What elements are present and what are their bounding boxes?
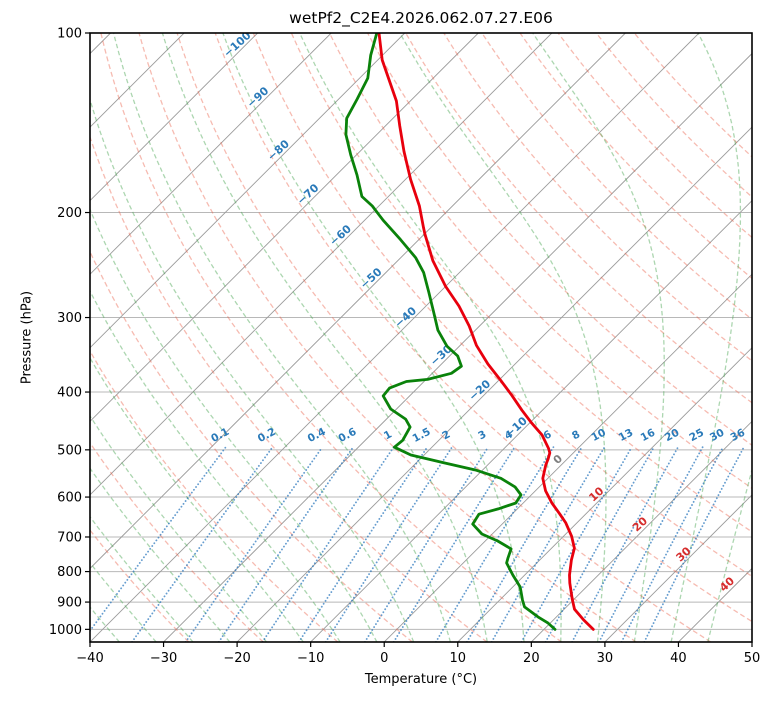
x-tick-label: −40 <box>76 651 103 666</box>
mixing-ratio-label: 3 <box>476 428 488 442</box>
x-tick-label: 10 <box>450 651 467 666</box>
axis-ticks <box>85 32 753 647</box>
mixing-ratio-label: 0.6 <box>336 426 358 445</box>
y-tick-label: 1000 <box>49 623 82 638</box>
y-tick-label: 800 <box>57 565 82 580</box>
mixing-ratio-label: 10 <box>589 427 608 444</box>
isotherm-label: 20 <box>630 514 650 534</box>
x-tick-label: −10 <box>297 651 324 666</box>
moist-adiabat-lines <box>90 33 752 642</box>
mixing-ratio-label: 1 <box>382 428 394 442</box>
y-tick-label: 200 <box>57 206 82 221</box>
x-tick-label: 20 <box>523 651 540 666</box>
plot-area: −100−90−80−70−60−50−40−30−20−10010203040… <box>90 33 752 642</box>
mixing-ratio-label: 30 <box>708 427 727 444</box>
mixing-ratio-label: 13 <box>617 427 636 444</box>
x-tick-label: 30 <box>597 651 614 666</box>
x-axis-label: Temperature (°C) <box>364 672 478 687</box>
isotherm-label: 10 <box>586 484 606 504</box>
y-tick-label: 300 <box>57 311 82 326</box>
y-tick-label: 700 <box>57 530 82 545</box>
x-tick-label: 40 <box>670 651 687 666</box>
mixing-ratio-label: 0.2 <box>256 426 278 445</box>
x-tick-label: −30 <box>150 651 177 666</box>
tick-labels: −40 −30 −20 −10 0 10 20 30 40 5010020030040050060… <box>49 27 760 667</box>
mixing-ratio-label: 0.4 <box>306 426 328 445</box>
y-tick-label: 400 <box>57 386 82 401</box>
plot-border <box>89 32 753 643</box>
mixing-ratio-label: 8 <box>570 428 582 442</box>
mixing-ratio-label: 16 <box>639 427 658 444</box>
isotherm-label: 0 <box>551 452 566 467</box>
mixing-ratio-lines <box>90 446 745 642</box>
x-tick-label: 50 <box>744 651 761 666</box>
x-tick-label: 0 <box>380 651 388 666</box>
temperature-curve <box>377 33 595 631</box>
mixing-ratio-label: 0.1 <box>209 426 231 445</box>
mixing-ratio-label: 2 <box>440 428 452 442</box>
mixing-ratio-label: 1.5 <box>411 426 433 445</box>
y-tick-label: 600 <box>57 491 82 506</box>
chart-title: wetPf2_C2E4.2026.062.07.27.E06 <box>289 9 553 27</box>
dewpoint-curve <box>344 33 557 631</box>
mixing-ratio-label: 25 <box>687 427 706 444</box>
x-tick-label: −20 <box>223 651 250 666</box>
y-tick-label: 900 <box>57 596 82 611</box>
y-tick-label: 100 <box>57 27 82 42</box>
isotherm-lines <box>90 33 752 642</box>
y-tick-label: 500 <box>57 443 82 458</box>
mixing-ratio-label: 20 <box>663 427 682 444</box>
